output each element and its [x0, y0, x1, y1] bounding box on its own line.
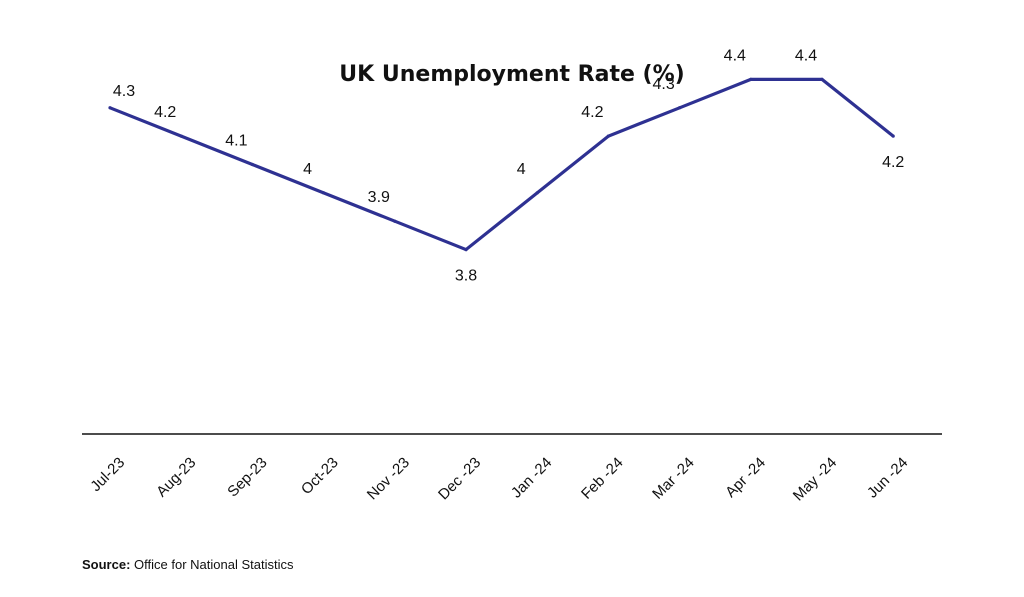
data-label: 4.2: [154, 104, 176, 121]
data-label-group: 4.3 4.2 4.1 4 3.9 3.8 4 4.2 4.3 4.4 4.4 4.2: [113, 47, 905, 284]
data-point: [464, 248, 468, 252]
source-text: Office for National Statistics: [130, 557, 294, 572]
data-point: [322, 191, 326, 195]
x-tick-label: Oct-23: [298, 454, 342, 498]
data-label: 4.1: [225, 133, 247, 150]
x-tick-label: Mar -24: [649, 454, 698, 503]
data-point: [108, 106, 112, 110]
data-point: [179, 134, 183, 138]
data-point: [891, 134, 895, 138]
x-tick-label: Dec -23: [435, 454, 484, 503]
data-point: [535, 191, 539, 195]
series-line-group: [108, 77, 895, 252]
data-label: 4.4: [724, 47, 746, 64]
data-label: 4.4: [795, 47, 817, 64]
data-point: [820, 77, 824, 81]
data-label: 3.8: [455, 268, 477, 285]
x-tick-label: Jun -24: [864, 454, 911, 501]
chart-title: UK Unemployment Rate (%): [339, 62, 685, 87]
series-line: [109, 77, 895, 252]
data-label: 4: [517, 161, 526, 178]
data-label: 4.2: [581, 104, 603, 121]
data-point: [250, 162, 254, 167]
x-tick-label-group: Jul-23 Aug-23 Sep-23 Oct-23 Nov -23 Dec -23 Ja…: [87, 454, 911, 504]
source-label: Source:: [82, 557, 131, 572]
data-label: 4.3: [113, 83, 135, 100]
data-point: [749, 77, 753, 81]
x-tick-label: Jan -24: [508, 454, 555, 501]
x-tick-label: Apr -24: [722, 454, 769, 501]
x-tick-label: Jul-23: [87, 454, 128, 495]
data-point: [606, 134, 611, 138]
x-tick-label: Aug-23: [153, 454, 199, 500]
data-label: 4.2: [882, 154, 904, 171]
data-label: 3.9: [368, 189, 390, 206]
x-tick-label: May -24: [790, 454, 840, 504]
data-point: [678, 106, 682, 110]
data-label: 4.3: [652, 76, 674, 93]
x-tick-label: Sep-23: [224, 454, 270, 500]
source-note: Source: Office for National Statistics: [82, 557, 293, 572]
x-tick-label: Nov -23: [364, 454, 413, 503]
data-label: 4: [303, 161, 312, 178]
x-tick-label: Feb -24: [578, 454, 627, 503]
data-point: [393, 219, 397, 223]
